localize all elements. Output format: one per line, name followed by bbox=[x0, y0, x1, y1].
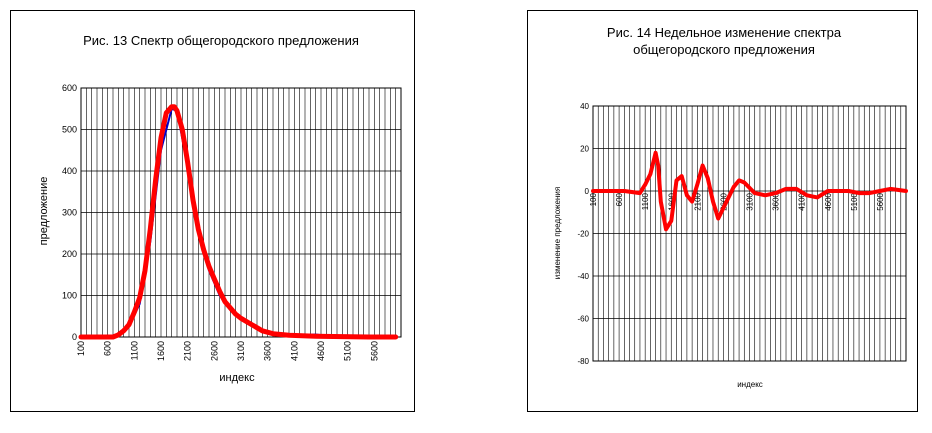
x-tick-label: 600 bbox=[615, 192, 624, 206]
x-tick-label: 2600 bbox=[719, 192, 728, 210]
y-axis-label: предложение bbox=[38, 177, 50, 246]
y-tick-label: -80 bbox=[577, 357, 589, 366]
y-tick-label: 500 bbox=[62, 125, 77, 135]
series-line bbox=[591, 150, 908, 232]
x-tick-label: 3600 bbox=[263, 341, 273, 361]
chart-title: Рис. 13 Спектр общегородского предложени… bbox=[83, 33, 359, 48]
y-tick-label: 200 bbox=[62, 249, 77, 259]
x-tick-label: 5600 bbox=[369, 341, 379, 361]
y-tick-label: 40 bbox=[580, 102, 589, 111]
x-tick-label: 5600 bbox=[876, 192, 885, 210]
y-tick-label: -40 bbox=[577, 272, 589, 281]
x-tick-label: 3100 bbox=[746, 192, 755, 210]
chart-title-line: общегородского предложения bbox=[633, 42, 815, 57]
x-tick-label: 1600 bbox=[667, 192, 676, 210]
x-tick-label: 1600 bbox=[156, 341, 166, 361]
x-tick-label: 5100 bbox=[850, 192, 859, 210]
chart-spectrum-svg: Рис. 13 Спектр общегородского предложени… bbox=[38, 33, 402, 384]
y-tick-label: 600 bbox=[62, 83, 77, 93]
y-tick-label: 100 bbox=[62, 291, 77, 301]
y-tick-label: -60 bbox=[577, 315, 589, 324]
x-tick-label: 600 bbox=[103, 341, 113, 356]
x-tick-label: 4100 bbox=[798, 192, 807, 210]
y-tick-label: 20 bbox=[580, 145, 589, 154]
x-tick-label: 100 bbox=[76, 341, 86, 356]
chart-title-line: Рис. 14 Недельное изменение спектра bbox=[607, 25, 842, 40]
y-axis-label: изменение предложения bbox=[553, 187, 562, 279]
y-tick-label: 0 bbox=[585, 187, 590, 196]
x-tick-label: 4600 bbox=[824, 192, 833, 210]
x-axis-label: индекс bbox=[219, 372, 255, 384]
x-tick-label: 3100 bbox=[236, 341, 246, 361]
y-tick-label: 0 bbox=[72, 332, 77, 342]
x-tick-label: 2600 bbox=[209, 341, 219, 361]
y-tick-label: 300 bbox=[62, 208, 77, 218]
series-line bbox=[78, 104, 399, 340]
y-tick-label: 400 bbox=[62, 166, 77, 176]
x-tick-label: 4100 bbox=[289, 341, 299, 361]
x-tick-label: 1100 bbox=[129, 341, 139, 360]
x-axis-label: индекс bbox=[737, 380, 763, 389]
y-tick-label: -20 bbox=[577, 230, 589, 239]
x-tick-label: 4600 bbox=[316, 341, 326, 361]
x-tick-label: 2100 bbox=[183, 341, 193, 361]
x-tick-label: 1100 bbox=[641, 192, 650, 210]
chart-panel-spectrum: Рис. 13 Спектр общегородского предложени… bbox=[10, 10, 415, 412]
x-tick-label: 5100 bbox=[343, 341, 353, 361]
chart-weekly-change-svg: Рис. 14 Недельное изменение спектра общег… bbox=[553, 25, 908, 389]
x-tick-label: 2100 bbox=[693, 192, 702, 210]
chart-panel-weekly-change: Рис. 14 Недельное изменение спектра общег… bbox=[527, 10, 918, 412]
x-tick-label: 3600 bbox=[772, 192, 781, 210]
x-tick-label: 100 bbox=[589, 192, 598, 206]
